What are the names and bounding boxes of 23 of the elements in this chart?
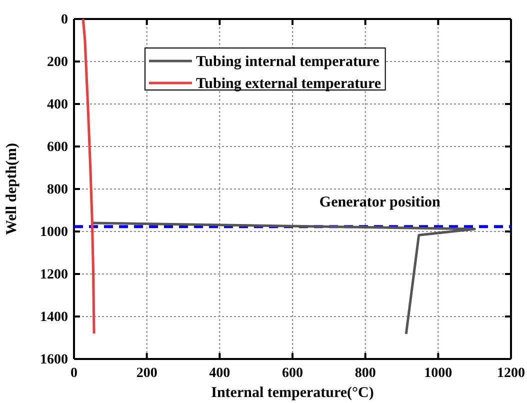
- x-tick-label: 600: [282, 366, 303, 381]
- legend-label: Tubing external temperature: [196, 76, 382, 92]
- x-tick-label: 200: [136, 366, 158, 381]
- y-tick-label: 600: [47, 140, 68, 155]
- x-tick-label: 0: [70, 366, 78, 381]
- x-tick-label: 1200: [497, 366, 525, 381]
- line-series: [82, 18, 96, 335]
- legend-label: Tubing internal temperature: [196, 54, 380, 70]
- y-tick-label: 1400: [40, 310, 68, 325]
- y-tick-label: 800: [47, 182, 68, 198]
- y-axis-title: Well depth(m): [4, 142, 20, 236]
- x-tick-label: 400: [209, 366, 230, 381]
- ref-line-label: Generator position: [319, 194, 442, 211]
- y-tick-label: 200: [47, 54, 68, 70]
- x-tick-label: 1000: [424, 366, 452, 381]
- y-tick-label: 0: [61, 12, 68, 28]
- x-axis-title: Internal temperature(°C): [211, 385, 374, 401]
- y-tick-label: 1600: [40, 352, 68, 368]
- y-tick-label: 1000: [40, 224, 68, 240]
- y-tick-label: 1200: [40, 267, 68, 282]
- line-series: [90, 222, 476, 336]
- y-tick-label: 400: [47, 97, 68, 112]
- x-tick-label: 800: [354, 366, 376, 381]
